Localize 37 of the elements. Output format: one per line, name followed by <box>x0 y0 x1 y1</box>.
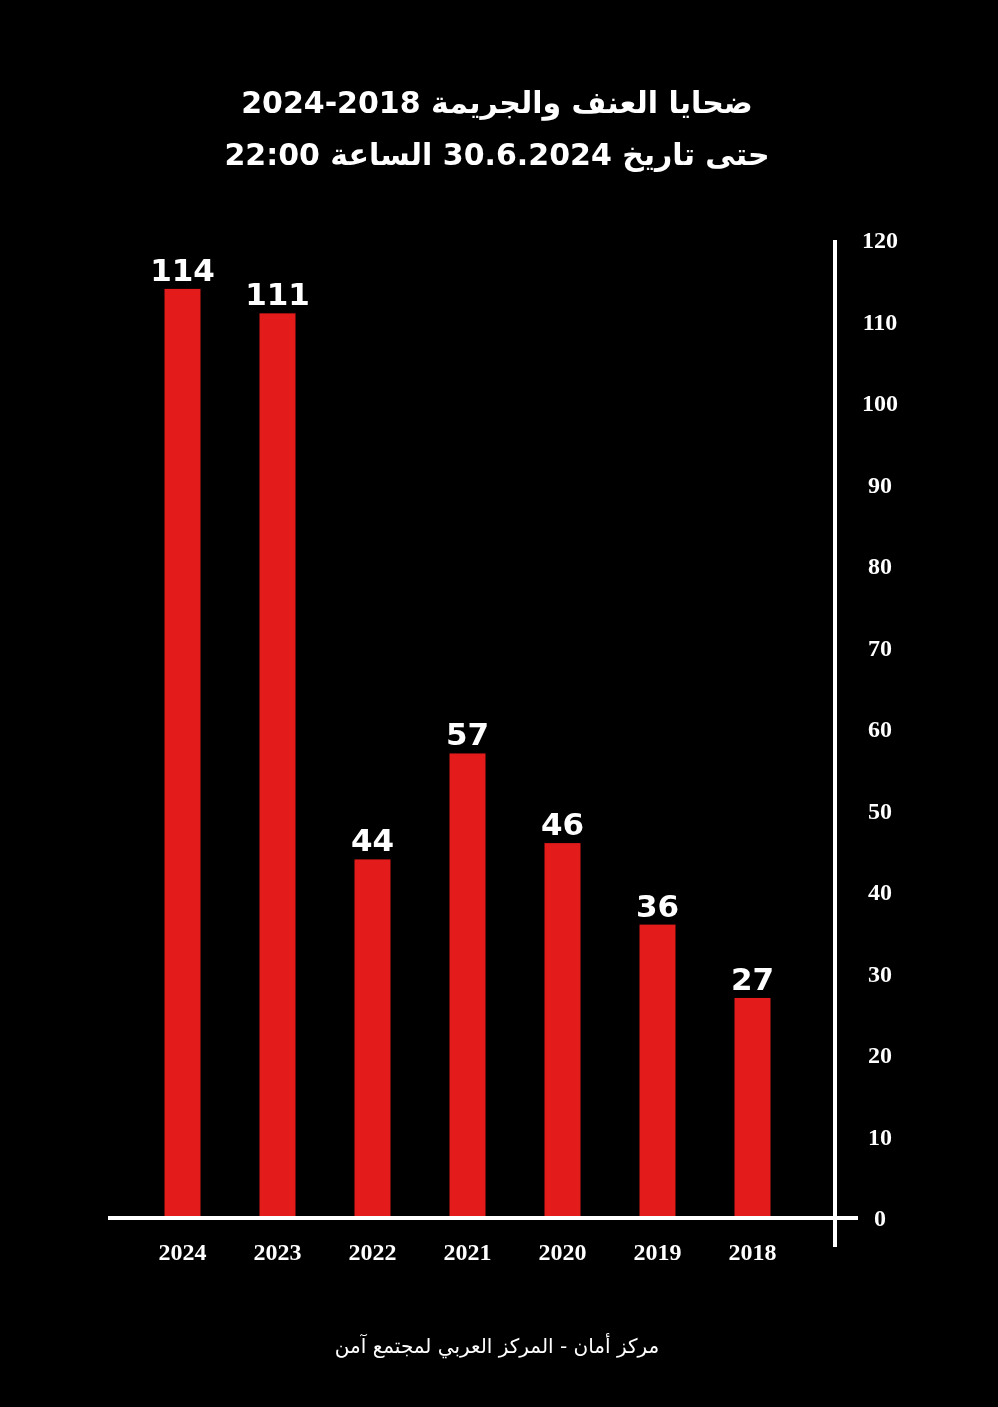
data-label: 57 <box>445 716 490 753</box>
x-tick-label: 2024 <box>158 1239 207 1265</box>
subtitle: حتى تاريخ 30.6.2024 الساعة 22:00 <box>224 137 770 172</box>
y-tick-label: 70 <box>868 634 892 661</box>
y-tick-label: 50 <box>868 797 892 824</box>
title: ضحايا العنف والجريمة 2018-2024 <box>241 85 753 120</box>
y-tick-label: 120 <box>862 227 898 253</box>
y-tick-label: 100 <box>862 390 898 416</box>
annotation: مركز أمان - المركز العربي لمجتمع آمن <box>334 1334 660 1358</box>
bar <box>259 313 296 1218</box>
data-label: 111 <box>245 276 310 313</box>
y-tick-label: 10 <box>868 1123 892 1150</box>
bar <box>164 288 201 1218</box>
x-tick-label: 2021 <box>443 1239 492 1265</box>
x-tick-label: 2023 <box>253 1239 302 1265</box>
data-label: 114 <box>150 251 215 288</box>
x-tick-label: 2022 <box>348 1239 397 1265</box>
data-label: 46 <box>540 806 585 843</box>
data-label: 44 <box>350 822 395 859</box>
y-tick-label: 110 <box>862 308 898 335</box>
bar <box>354 859 391 1218</box>
data-label: 36 <box>635 887 680 924</box>
bar <box>544 843 581 1218</box>
x-tick-label: 2018 <box>728 1239 777 1265</box>
x-tick-label: 2019 <box>633 1239 682 1265</box>
y-tick-label: 30 <box>868 960 892 987</box>
y-tick-label: 0 <box>874 1205 886 1231</box>
y-tick-label: 20 <box>868 1042 892 1068</box>
x-tick-label: 2020 <box>538 1239 587 1265</box>
data-label: 27 <box>730 960 775 997</box>
y-tick-label: 60 <box>868 716 892 742</box>
bar <box>449 753 486 1218</box>
bar <box>734 997 771 1218</box>
y-tick-label: 80 <box>868 553 892 579</box>
y-tick-label: 40 <box>868 879 892 905</box>
bar <box>639 924 676 1218</box>
y-tick-label: 90 <box>868 471 892 498</box>
